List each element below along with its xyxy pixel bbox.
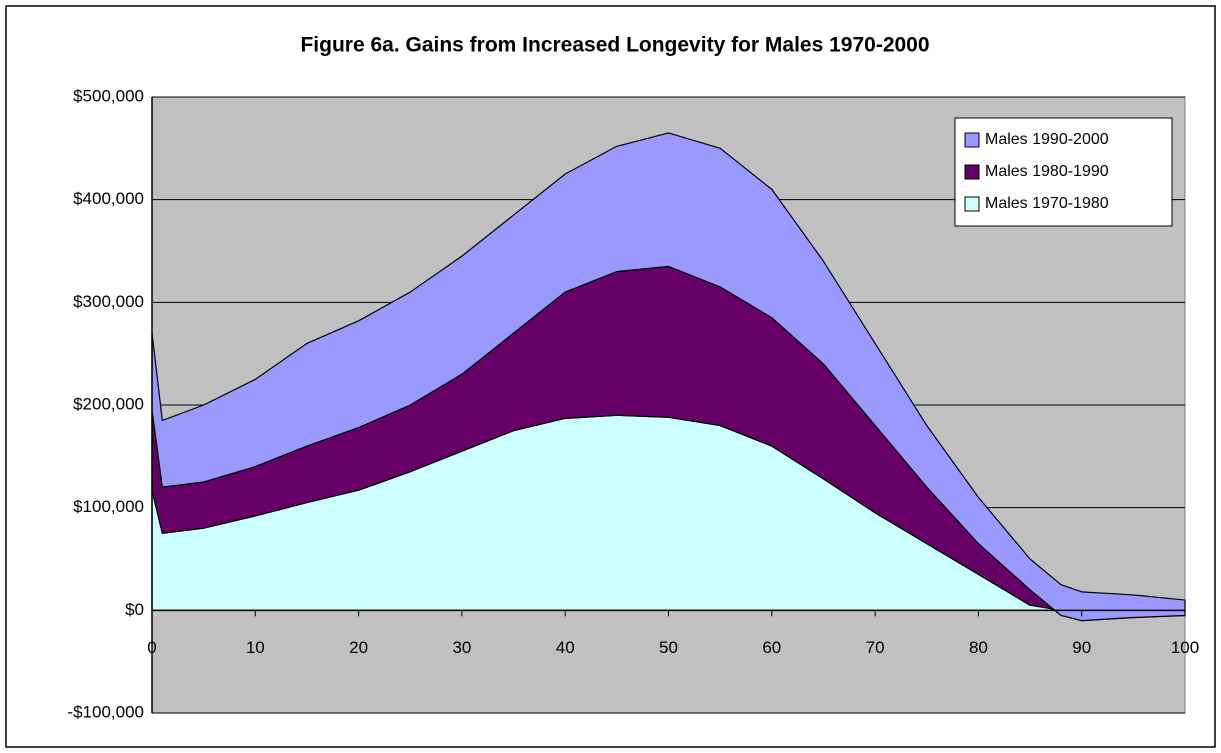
y-tick-label: $400,000 xyxy=(73,189,144,208)
y-tick-label: $300,000 xyxy=(73,292,144,311)
y-tick-label: -$100,000 xyxy=(67,702,144,721)
y-tick-label: $100,000 xyxy=(73,497,144,516)
legend-label: Males 1990-2000 xyxy=(985,131,1109,148)
legend-label: Males 1970-1980 xyxy=(985,195,1109,212)
x-tick-label: 40 xyxy=(556,638,575,657)
legend-swatch xyxy=(964,196,980,212)
legend-swatch xyxy=(964,132,980,148)
x-tick-label: 100 xyxy=(1171,638,1199,657)
x-tick-label: 60 xyxy=(762,638,781,657)
y-tick-label: $0 xyxy=(125,600,144,619)
x-tick-label: 20 xyxy=(349,638,368,657)
legend-label: Males 1980-1990 xyxy=(985,163,1109,180)
x-tick-label: 90 xyxy=(1072,638,1091,657)
x-tick-label: 80 xyxy=(969,638,988,657)
y-tick-label: $200,000 xyxy=(73,394,144,413)
y-tick-label: $500,000 xyxy=(73,86,144,105)
x-tick-label: 0 xyxy=(147,638,156,657)
chart-title: Figure 6a. Gains from Increased Longevit… xyxy=(300,34,929,57)
x-tick-label: 30 xyxy=(452,638,471,657)
x-tick-label: 10 xyxy=(246,638,265,657)
x-tick-label: 70 xyxy=(866,638,885,657)
x-tick-label: 50 xyxy=(659,638,678,657)
legend-box xyxy=(954,117,1173,227)
legend-swatch xyxy=(964,164,980,180)
